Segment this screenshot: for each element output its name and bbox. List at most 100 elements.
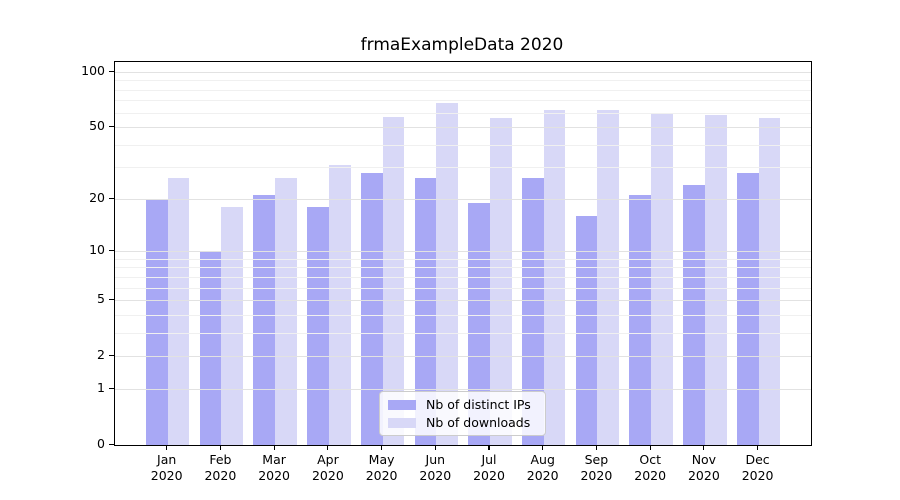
gridline-2 xyxy=(115,356,811,358)
x-axis-tick-jan xyxy=(166,445,168,450)
gridline-50 xyxy=(115,127,811,128)
x-label-year: 2020 xyxy=(204,468,237,483)
y-axis-label-50: 50 xyxy=(89,118,105,133)
bar-ips-aug xyxy=(521,178,544,445)
y-axis-tick-20 xyxy=(108,197,114,199)
x-label-year: 2020 xyxy=(741,468,774,483)
y-axis-tick-100 xyxy=(108,70,114,72)
legend-swatch-ips xyxy=(388,399,416,410)
bar-downloads-jan xyxy=(167,178,190,445)
x-label-year: 2020 xyxy=(150,468,183,483)
gridline-80 xyxy=(115,89,811,91)
y-axis-tick-10 xyxy=(108,250,114,252)
x-axis-tick-apr xyxy=(327,445,329,450)
x-label-month: Sep xyxy=(584,452,609,467)
gridline-9 xyxy=(115,258,811,260)
y-axis-label-5: 5 xyxy=(97,291,105,307)
plot-area xyxy=(114,61,812,446)
x-label-month: Feb xyxy=(209,452,232,467)
x-axis-label-may: May 2020 xyxy=(354,452,410,484)
bar-ips-may xyxy=(360,172,383,445)
x-axis-label-jun: Jun 2020 xyxy=(407,452,463,484)
x-label-year: 2020 xyxy=(419,468,452,483)
x-label-month: Apr xyxy=(317,452,339,467)
bar-ips-jun xyxy=(414,178,437,445)
bars-layer xyxy=(115,62,811,445)
y-axis-tick-1 xyxy=(108,387,114,390)
x-label-month: Aug xyxy=(530,452,555,467)
gridline-4 xyxy=(115,314,811,316)
gridline-3 xyxy=(115,332,811,334)
bar-downloads-jun xyxy=(436,102,459,445)
x-label-month: Jun xyxy=(425,452,446,467)
x-axis-tick-jun xyxy=(434,445,436,450)
x-axis-tick-sep xyxy=(595,445,598,450)
grid-layer xyxy=(115,62,811,445)
bar-ips-apr xyxy=(307,206,329,445)
gridline-7 xyxy=(115,276,811,278)
bar-downloads-nov xyxy=(704,115,727,445)
x-axis-label-sep: Sep 2020 xyxy=(568,452,624,484)
x-label-month: Jan xyxy=(157,452,177,467)
bar-ips-dec xyxy=(736,172,759,445)
legend-swatch-downloads xyxy=(388,417,416,428)
gridline-1 xyxy=(115,388,811,390)
gridline-100 xyxy=(115,71,811,73)
bar-ips-nov xyxy=(683,184,705,445)
x-label-year: 2020 xyxy=(634,468,667,483)
y-axis-label-100: 100 xyxy=(81,62,105,78)
bar-downloads-feb xyxy=(221,206,244,445)
x-axis-tick-mar xyxy=(273,445,275,450)
x-axis-tick-dec xyxy=(756,445,759,450)
x-axis-tick-oct xyxy=(649,445,651,450)
y-axis-label-10: 10 xyxy=(89,242,105,257)
x-label-year: 2020 xyxy=(580,468,613,483)
y-axis-label-20: 20 xyxy=(89,189,105,205)
bar-ips-feb xyxy=(199,251,222,445)
bar-downloads-dec xyxy=(758,118,781,445)
bar-ips-mar xyxy=(253,195,276,445)
bar-ips-jan xyxy=(145,198,168,445)
bar-downloads-apr xyxy=(328,164,351,445)
gridline-90 xyxy=(115,80,811,82)
x-axis-tick-aug xyxy=(542,445,544,450)
y-axis-label-2: 2 xyxy=(97,347,105,363)
bar-ips-sep xyxy=(575,215,598,445)
legend-label-downloads: Nb of downloads xyxy=(426,414,531,430)
y-axis-tick-5 xyxy=(108,299,114,301)
x-axis-label-mar: Mar 2020 xyxy=(246,452,302,484)
x-label-year: 2020 xyxy=(526,468,559,483)
gridline-70 xyxy=(115,100,811,102)
legend-row-ips: Nb of distinct IPs xyxy=(388,396,545,412)
x-axis-label-aug: Aug 2020 xyxy=(515,452,571,484)
x-axis-label-feb: Feb 2020 xyxy=(192,452,248,484)
gridline-8 xyxy=(115,267,811,269)
x-label-year: 2020 xyxy=(258,468,290,483)
bar-ips-oct xyxy=(629,195,652,445)
x-label-year: 2020 xyxy=(687,468,720,483)
legend: Nb of distinct IPs Nb of downloads xyxy=(379,391,546,436)
x-axis-tick-jul xyxy=(488,445,490,450)
x-label-month: May xyxy=(368,452,395,467)
gridline-10 xyxy=(115,251,811,252)
x-label-month: Oct xyxy=(639,452,661,467)
x-axis-label-nov: Nov 2020 xyxy=(676,452,732,484)
x-axis-label-jul: Jul 2020 xyxy=(461,452,517,484)
x-axis-tick-feb xyxy=(219,445,222,450)
x-label-month: Jul xyxy=(481,452,497,467)
bar-ips-jul xyxy=(468,202,490,445)
bar-downloads-jul xyxy=(490,118,512,445)
gridline-60 xyxy=(115,112,811,114)
gridline-30 xyxy=(115,167,811,169)
chart-title: frmaExampleData 2020 xyxy=(360,35,564,55)
x-axis-label-jan: Jan 2020 xyxy=(139,452,195,484)
legend-label-ips: Nb of distinct IPs xyxy=(426,396,531,412)
x-axis-tick-may xyxy=(380,445,383,450)
y-axis-tick-50 xyxy=(108,126,114,128)
x-label-month: Dec xyxy=(745,452,770,467)
gridline-20 xyxy=(115,198,811,200)
x-label-month: Mar xyxy=(262,452,286,467)
x-label-year: 2020 xyxy=(473,468,505,483)
x-axis-label-dec: Dec 2020 xyxy=(730,452,786,484)
y-axis-tick-0 xyxy=(108,444,114,446)
